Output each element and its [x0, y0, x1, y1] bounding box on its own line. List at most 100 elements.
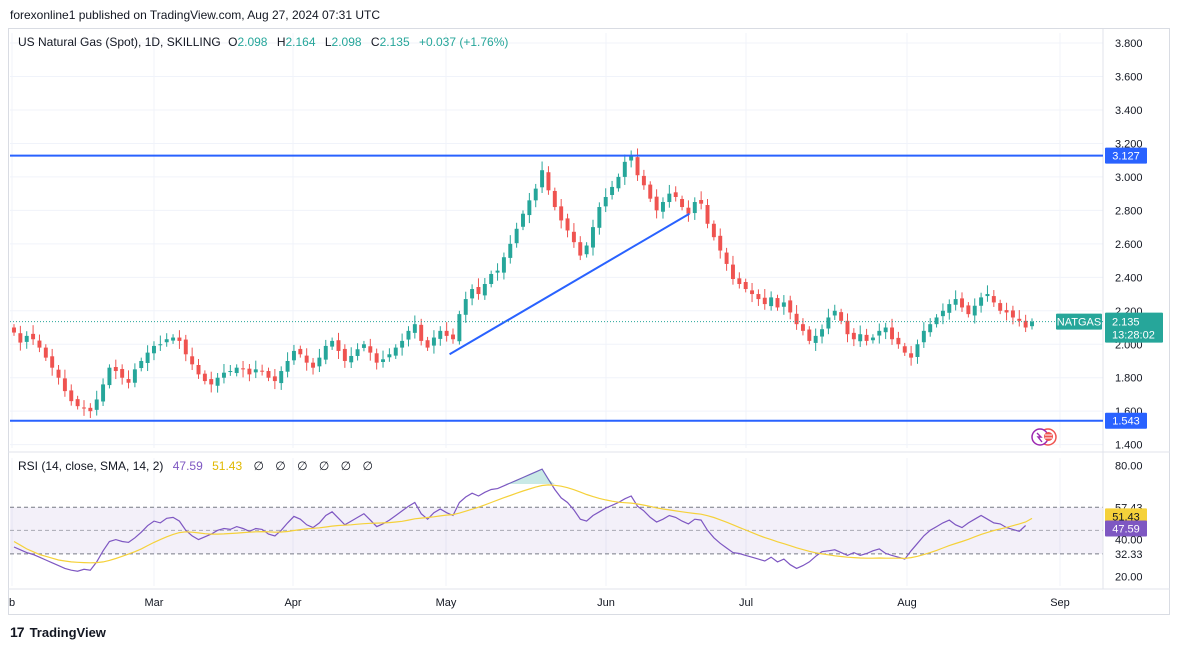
candle-body: [228, 371, 233, 373]
rsi-sma-legend-value: 51.43: [212, 459, 242, 473]
level-price-tag: [1105, 147, 1147, 164]
candle-body: [616, 176, 621, 189]
time-axis[interactable]: b Mar Apr May Jun Jul Aug Sep: [9, 597, 1070, 609]
candle-body: [883, 327, 888, 333]
time-tick-label: Jun: [597, 597, 615, 609]
candle-body: [444, 330, 449, 336]
candle-body: [387, 354, 392, 358]
candle-body: [839, 312, 844, 321]
candle-body: [521, 213, 525, 227]
candle-body: [298, 348, 303, 355]
empty-value-icon: ∅: [297, 459, 307, 473]
candle-body: [501, 257, 506, 273]
candle-body: [864, 334, 869, 341]
price-tick-label: 3.000: [1115, 172, 1143, 184]
candle-body: [62, 378, 67, 392]
tradingview-brand[interactable]: 17 TradingView: [10, 624, 106, 640]
candle-body: [489, 273, 494, 285]
candle-body: [928, 324, 933, 333]
candle-body: [285, 360, 290, 372]
candle-body: [451, 334, 455, 340]
candle-body: [177, 337, 182, 341]
candle-body: [88, 407, 93, 412]
candle-body: [323, 345, 328, 360]
candle-body: [247, 368, 252, 375]
candle-body: [113, 367, 118, 372]
candle-body: [1030, 321, 1034, 327]
time-tick-label: Apr: [284, 597, 301, 609]
candle-body: [56, 369, 61, 378]
time-tick-label: Jul: [739, 597, 753, 609]
candle-body: [361, 344, 366, 348]
candle-body: [730, 264, 735, 279]
candle-body: [164, 339, 169, 343]
candle-body: [711, 223, 716, 238]
candle-body: [43, 347, 48, 358]
candle-body: [762, 297, 767, 305]
trendline[interactable]: [449, 212, 690, 356]
rsi-title[interactable]: RSI (14, close, SMA, 14, 2): [18, 459, 163, 473]
candle-body: [641, 175, 646, 186]
candle-body: [317, 357, 322, 367]
candle-body: [253, 369, 258, 373]
rsi-tick-label: 80.00: [1115, 460, 1143, 472]
candle-body: [571, 231, 576, 243]
price-grid: [10, 33, 1103, 586]
candle-body: [902, 346, 907, 353]
candle-body: [82, 407, 86, 409]
candle-body: [845, 320, 850, 335]
candle-body: [826, 317, 831, 329]
tradingview-logo-icon: 17: [10, 624, 25, 640]
candle-body: [1010, 310, 1015, 318]
candle-body: [597, 207, 602, 228]
candle-body: [667, 193, 672, 203]
symbol-title[interactable]: US Natural Gas (Spot), 1D, SKILLING: [18, 35, 221, 49]
change-value: +0.037 (+1.76%): [419, 35, 508, 49]
horizontal-levels: [10, 154, 1103, 422]
candle-body: [654, 196, 659, 211]
close-label: C: [371, 35, 380, 49]
candle-body: [769, 297, 774, 307]
candle-body: [171, 337, 176, 341]
candle-body: [603, 196, 608, 207]
candle-body: [552, 190, 557, 208]
rsi-value-label: 47.59: [1112, 524, 1140, 536]
close-value: 2.135: [380, 35, 410, 49]
level-price-tag: [1105, 412, 1147, 429]
candle-body: [183, 339, 188, 355]
time-tick-label: b: [9, 597, 15, 609]
candles: [12, 148, 1034, 419]
last-price-tag: [1105, 312, 1163, 343]
time-tick-label: Sep: [1050, 597, 1070, 609]
low-label: L: [325, 35, 332, 49]
candle-body: [851, 332, 856, 340]
economic-events-icon[interactable]: [1031, 428, 1057, 446]
candle-body: [788, 300, 793, 313]
candle-body: [775, 298, 780, 308]
candle-body: [635, 157, 640, 176]
candle-body: [152, 345, 156, 354]
price-axis[interactable]: 3.800 3.600 3.400 3.200 3.000 2.800 2.600 2.400…: [1115, 38, 1143, 452]
candle-body: [947, 304, 952, 313]
candle-body: [813, 335, 818, 343]
candle-body: [527, 200, 532, 216]
price-tick-label: 1.800: [1115, 373, 1143, 385]
candle-body: [934, 317, 939, 325]
candle-body: [718, 235, 723, 251]
candle-body: [158, 344, 163, 346]
candle-body: [915, 344, 920, 357]
rsi-value-label: 51.43: [1112, 511, 1140, 523]
candle-body: [470, 289, 475, 299]
time-tick-label: Mar: [145, 597, 164, 609]
candle-body: [221, 372, 226, 378]
last-price-label: 2.135: [1112, 317, 1140, 329]
candle-body: [743, 282, 748, 290]
svg-text:RSI (14, close, SMA, 14, 2): RSI (14, close, SMA, 14, 2) 47.59 51.43 …: [18, 459, 373, 473]
candle-body: [578, 242, 583, 256]
candle-body: [979, 297, 984, 306]
candle-body: [858, 334, 863, 342]
brand-label: TradingView: [29, 624, 106, 640]
